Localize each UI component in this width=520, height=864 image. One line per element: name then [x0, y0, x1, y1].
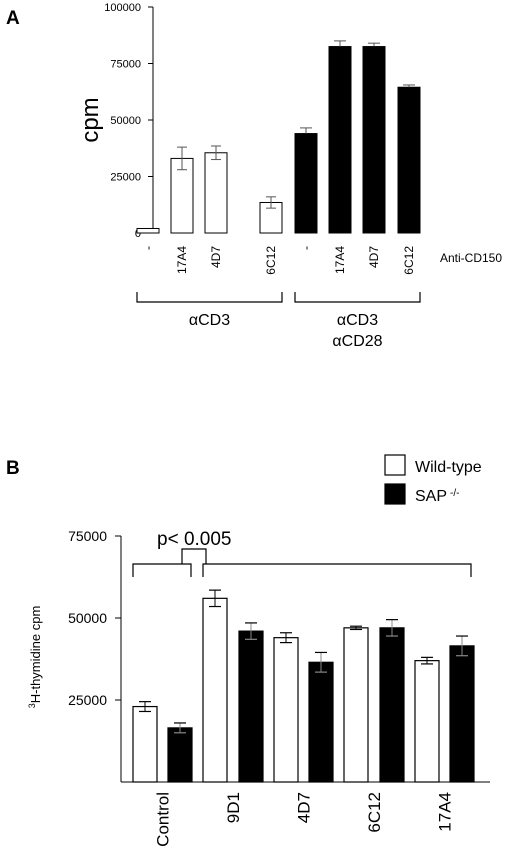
panel-a-bar: [204, 152, 228, 234]
panel-a-group-bracket: [136, 292, 283, 303]
panel-a-group-label: αCD3: [189, 312, 230, 329]
panel-b-bar-sap: [238, 630, 264, 783]
panel-a-bar: [328, 46, 352, 234]
panel-a-category-label: 4D7: [209, 246, 223, 268]
panel-a-y-tick-label: 75000: [110, 59, 141, 71]
panel-a-category-label: 17A4: [333, 246, 347, 274]
panel-a-category-label: 17A4: [175, 246, 189, 274]
panel-a-group-bracket: [294, 292, 421, 303]
panel-a-bar: [136, 227, 160, 234]
panel-b-bar-sap: [308, 661, 334, 783]
bracket-treated: [202, 563, 472, 577]
panel-b-category-label: 17A4: [436, 792, 455, 832]
panel-b-bar-sap: [379, 627, 405, 783]
panel-a-category-labels: - 17A4 4D7 6C12 - 17A4 4D7 6C12: [141, 246, 416, 275]
panel-b-label: B: [6, 458, 20, 479]
panel-b-bars: [132, 589, 475, 783]
panel-b-bar-wild-type: [202, 597, 228, 783]
panel-b-legend: Wild-type SAP -/-: [384, 454, 482, 506]
panel-b-bar-wild-type: [414, 660, 440, 783]
panel-b-y-tick-label: 75000: [68, 528, 107, 544]
panel-b-y-tick-label: 25000: [68, 692, 107, 708]
panel-a-antibody-label: Anti-CD150: [440, 251, 502, 265]
panel-a-bar: [397, 86, 421, 234]
panel-a-group-brackets: αCD3 αCD3 αCD28: [136, 292, 421, 350]
panel-b-category-label: Control: [154, 792, 173, 847]
panel-a-y-tick-label: 100000: [104, 2, 141, 14]
legend-label-sap-main: SAP: [415, 488, 447, 505]
panel-b-y-axis-label-sup: 3: [27, 703, 37, 708]
panel-a-category-label: 6C12: [264, 246, 278, 275]
panel-a-y-axis-label: cpm: [77, 97, 104, 142]
panel-b-bar-wild-type: [132, 705, 158, 783]
panel-b: B 3H-thymidine cpm 25000 50000 75000 Contr…: [6, 454, 490, 847]
panel-b-bar-sap: [449, 645, 475, 783]
panel-b-significance-bracket: p< 0.005: [132, 529, 472, 577]
bracket-control: [132, 563, 192, 577]
panel-b-category-labels: Control 9D1 4D7 6C12 17A4: [154, 792, 455, 847]
panel-a-group-label: αCD28: [332, 333, 382, 350]
panel-a-bars: [136, 40, 421, 234]
legend-swatch-wild-type: [384, 454, 406, 476]
panel-a-category-label: -: [141, 246, 155, 250]
panel-a-bar: [362, 46, 386, 234]
panel-a-group-label: αCD3: [337, 312, 378, 329]
panel-a-label: A: [6, 8, 20, 29]
panel-b-bar-wild-type: [273, 637, 299, 783]
panel-a-y-tick-label: 0: [135, 228, 141, 240]
panel-b-bar-sap: [167, 727, 193, 783]
legend-label-sap: SAP -/-: [415, 488, 459, 506]
panel-a-y-tick-label: 25000: [110, 172, 141, 184]
panel-a-category-label: 4D7: [367, 246, 381, 268]
panel-b-category-label: 9D1: [224, 792, 243, 823]
panel-b-category-label: 6C12: [365, 792, 384, 833]
bracket-connector: [181, 548, 207, 564]
panel-b-category-label: 4D7: [295, 792, 314, 823]
panel-b-bar-wild-type: [343, 627, 369, 783]
panel-b-y-axis-label: 3H-thymidine cpm: [27, 606, 43, 709]
panel-a: A cpm 0 25000 50000 75000 100000 - 17A4 4D7 6C1…: [6, 2, 502, 350]
panel-a-category-label: -: [299, 246, 313, 250]
panel-b-y-axis-label-main: H-thymidine cpm: [28, 606, 43, 704]
legend-label-wild-type: Wild-type: [415, 459, 482, 476]
panel-a-category-label: 6C12: [402, 246, 416, 275]
legend-swatch-sap: [384, 483, 406, 505]
panel-b-y-ticks: 25000 50000 75000: [68, 528, 121, 708]
panel-a-y-tick-label: 50000: [110, 115, 141, 127]
panel-a-bar: [294, 133, 318, 234]
panel-b-y-tick-label: 50000: [68, 610, 107, 626]
legend-label-sap-sup: -/-: [450, 488, 459, 499]
panel-a-y-ticks: 0 25000 50000 75000 100000: [104, 2, 153, 240]
p-value-label: p< 0.005: [157, 529, 232, 550]
